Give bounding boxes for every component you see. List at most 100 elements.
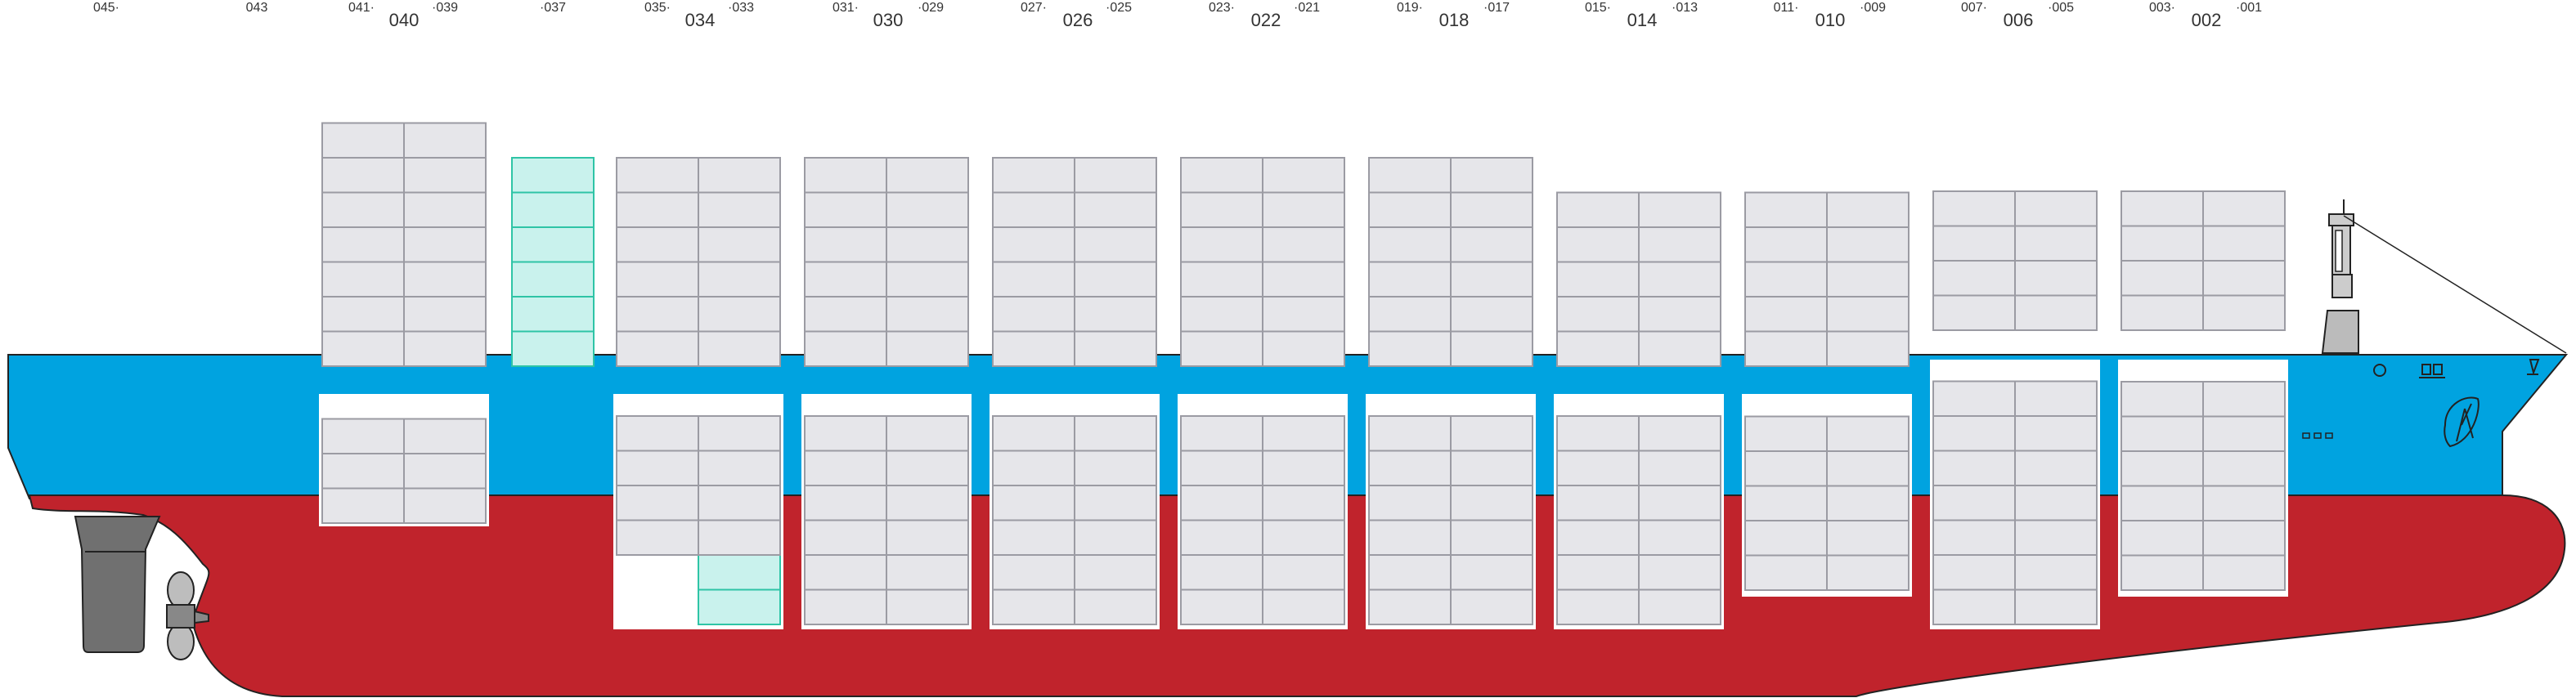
hold-container [1932,380,2016,417]
stern-machinery [74,516,209,660]
deck-container [886,191,969,228]
bay-label-025: ·025 [1106,1,1132,15]
hold-container [1074,450,1157,486]
bay-label-030: 030 [873,10,904,30]
hold-container [1932,588,2016,625]
mast-icon [2321,199,2567,354]
deck-container [698,261,781,298]
deck-container [1368,330,1452,367]
hold-container [1744,415,1828,452]
hold-container [616,450,699,486]
hold-container [992,450,1075,486]
deck-container [992,191,1075,228]
deck-container [1368,296,1452,333]
hold-container [403,418,487,454]
deck-container [403,261,487,298]
deck-container [321,191,405,228]
hold-container [1180,554,1263,591]
deck-container [1450,296,1533,333]
deck-container [616,157,699,194]
deck-container [2120,260,2204,297]
bay-006 [1930,190,2100,629]
hold-container [1932,415,2016,452]
hold-container [2202,381,2286,418]
deck-container [1262,157,1345,194]
bay-040 [319,122,489,526]
bay-label-023: 023· [1209,1,1235,15]
hold-container [992,554,1075,591]
hold-container [1932,485,2016,521]
hold-container [2014,415,2098,452]
deck-container [698,191,781,228]
hold-container [1180,588,1263,625]
deck-container [1450,191,1533,228]
deck-container [1932,225,2016,262]
hold-container [1556,588,1640,625]
deck-container [886,226,969,263]
deck-container [1368,157,1452,194]
deck-container [804,330,887,367]
deck-container [511,330,595,367]
deck-container [992,296,1075,333]
hold-container [616,485,699,521]
deck-container [1556,296,1640,333]
deck-container [1368,191,1452,228]
hold-container [1556,415,1640,452]
hold-container [1368,450,1452,486]
deck-container [1638,330,1721,367]
deck-container [804,261,887,298]
bay-label-037: ·037 [540,1,566,15]
bow-thruster-icon [2444,396,2480,448]
bay-026 [990,157,1160,629]
bay-label-018: 018 [1439,10,1470,30]
hold-container [886,554,969,591]
rudder-icon [74,516,161,653]
hold-container [1556,485,1640,521]
hold-container [1262,415,1345,452]
hold-container [1826,485,1910,521]
deck-container [321,122,405,159]
hold-container [2014,485,2098,521]
deck-container [1180,296,1263,333]
deck-container [1262,296,1345,333]
hold-container [992,415,1075,452]
hold-container [2202,554,2286,591]
hold-container [321,487,405,524]
hold-container [1450,519,1533,556]
hold-container [1074,554,1157,591]
bay-label-013: ·013 [1672,1,1698,15]
deck-container [1744,330,1828,367]
deck-container [1744,296,1828,333]
hold-container [1932,519,2016,556]
deck-container [616,226,699,263]
hold-container [1450,588,1533,625]
bay-label-003: 003· [2149,1,2175,15]
hold-container [1744,520,1828,557]
deck-container [804,157,887,194]
bay-022 [1178,157,1348,629]
hold-container [1638,519,1721,556]
hold-container [804,450,887,486]
deck-container [1826,261,1910,298]
hold-container [1556,519,1640,556]
hold-container [698,450,781,486]
hold-container [1826,520,1910,557]
hold-container [804,485,887,521]
deck-container [2202,294,2286,331]
hold-container [2120,485,2204,521]
hold-container [616,415,699,452]
deck-container [886,296,969,333]
deck-container [1826,330,1910,367]
bow-details [2302,199,2567,448]
hold-container [1262,554,1345,591]
deck-container [1932,190,2016,227]
hold-container [1932,450,2016,486]
deck-container [992,226,1075,263]
bay-018 [1366,157,1536,629]
deck-container [2014,190,2098,227]
hold-container [2120,450,2204,487]
bay-label-010: 010 [1815,10,1846,30]
deck-container [992,330,1075,367]
deck-container [321,157,405,194]
bay-label-006: 006 [2004,10,2034,30]
